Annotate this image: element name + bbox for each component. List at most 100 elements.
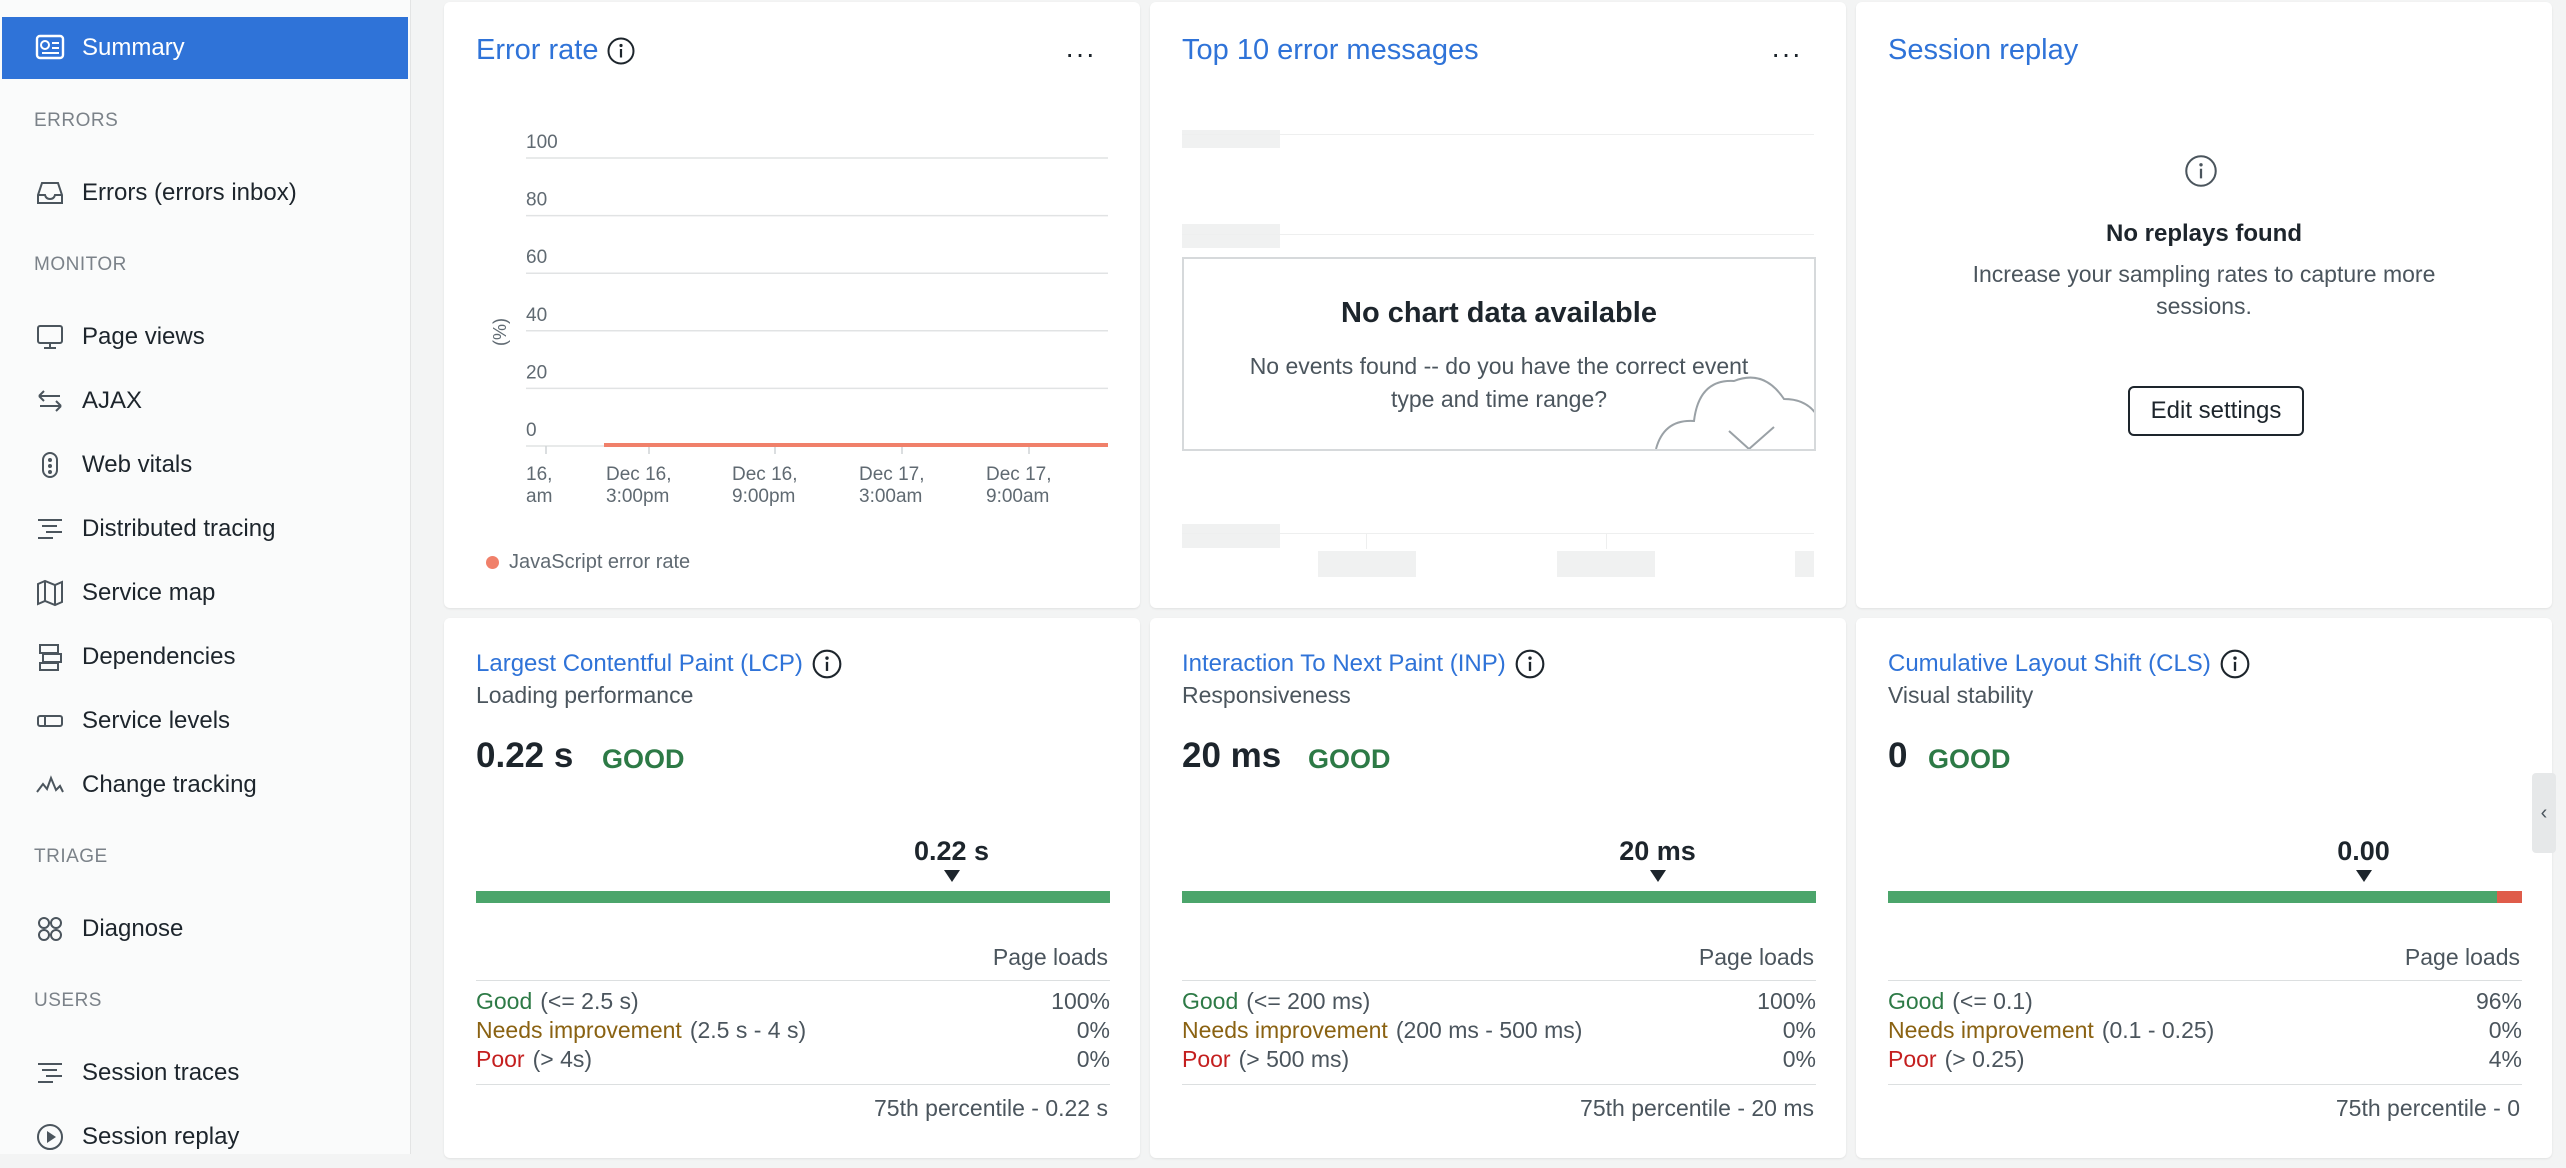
marker-label: 0.22 s (913, 836, 990, 866)
sidebar-item-ajax[interactable]: AJAX (2, 370, 408, 432)
sidebar-item-label: Distributed tracing (82, 515, 276, 542)
bar-segment-good (1182, 891, 1816, 903)
edit-settings-button[interactable]: Edit settings (2128, 386, 2304, 436)
skeleton-bar (1182, 224, 1280, 248)
sidebar-item-service-levels[interactable]: Service levels (2, 690, 408, 752)
rating-pct: 96% (2475, 988, 2522, 1014)
page-loads-header: Page loads (2404, 944, 2520, 970)
bar-segment-good (476, 891, 1110, 903)
vital-subtitle: Loading performance (476, 682, 694, 708)
bar-segment-good (1888, 891, 2497, 903)
info-icon (2185, 155, 2217, 187)
percentile-text: 75th percentile - 20 ms (1580, 1095, 1814, 1121)
info-icon[interactable] (1514, 648, 1546, 680)
y-tick-label: 60 (526, 247, 547, 268)
sidebar-item-errors-inbox[interactable]: Errors (errors inbox) (2, 162, 408, 224)
x-tick-label: Dec 16, (606, 464, 671, 485)
skeleton-line (1182, 134, 1814, 135)
collapse-handle[interactable]: ‹ (2532, 773, 2556, 853)
y-tick-label: 80 (526, 190, 547, 211)
rating-pct: 4% (2488, 1046, 2522, 1072)
marker-triangle-icon (943, 870, 960, 882)
error-rate-title[interactable]: Error rate (476, 34, 599, 66)
y-tick-label: 0 (526, 420, 537, 441)
rating-range: (2.5 s - 4 s) (689, 1017, 807, 1043)
sidebar-item-summary[interactable]: Summary (2, 17, 408, 79)
monitor-icon (34, 321, 66, 353)
vital-subtitle: Visual stability (1888, 682, 2034, 708)
vital-value: 20 ms (1182, 736, 1282, 775)
more-options-icon[interactable]: ··· (1771, 38, 1802, 69)
sidebar-item-web-vitals[interactable]: Web vitals (2, 434, 408, 496)
sidebar-item-page-views[interactable]: Page views (2, 306, 408, 368)
sidebar-item-session-traces[interactable]: Session traces (2, 1042, 408, 1104)
sidebar-item-diagnose[interactable]: Diagnose (2, 898, 408, 960)
divider (476, 980, 1110, 981)
sidebar-item-label: Session traces (82, 1059, 240, 1086)
skeleton-bar (1182, 524, 1280, 548)
cloud-icon (1655, 376, 1814, 449)
rating-range: (<= 2.5 s) (540, 988, 639, 1014)
session-replay-title[interactable]: Session replay (1888, 34, 2079, 66)
summary-icon (34, 32, 66, 64)
rating-range: (> 500 ms) (1238, 1046, 1350, 1072)
rating-row-good: Good (<= 200 ms) 100% (1182, 988, 1816, 1015)
vital-title[interactable]: Interaction To Next Paint (INP) (1182, 650, 1506, 677)
session-traces-icon (34, 1057, 66, 1089)
vital-title[interactable]: Cumulative Layout Shift (CLS) (1888, 650, 2211, 677)
empty-state-title: No chart data available (1341, 297, 1657, 329)
y-axis-label: (%) (490, 318, 510, 346)
x-tick-label: 3:00pm (606, 486, 669, 507)
x-tick-label: Dec 17, (859, 464, 924, 485)
lcp-card: Largest Contentful Paint (LCP) Loading p… (444, 618, 1140, 1158)
sidebar-item-session-replay[interactable]: Session replay (2, 1106, 408, 1168)
rating-label: Poor (1182, 1046, 1231, 1072)
dependencies-icon (34, 641, 66, 673)
vital-title[interactable]: Largest Contentful Paint (LCP) (476, 650, 803, 677)
rating-pct: 0% (1076, 1017, 1110, 1043)
rating-label: Good (1182, 988, 1239, 1014)
sidebar-item-label: AJAX (82, 387, 143, 414)
inp-card: Interaction To Next Paint (INP) Responsi… (1150, 618, 1846, 1158)
marker-label: 0.00 (2337, 836, 2390, 866)
skeleton-line (1182, 533, 1814, 534)
sidebar-item-dependencies[interactable]: Dependencies (2, 626, 408, 688)
top-errors-title[interactable]: Top 10 error messages (1182, 34, 1479, 66)
rating-pct: 0% (1782, 1017, 1816, 1043)
info-icon[interactable] (811, 648, 843, 680)
x-tick-label: 16, (526, 464, 552, 485)
web-vitals-icon (34, 449, 66, 481)
vital-rating-badge: GOOD (1308, 744, 1391, 774)
skeleton-tick (1606, 533, 1607, 549)
x-tick-label: Dec 16, (732, 464, 797, 485)
distribution-bar (1182, 891, 1816, 903)
sidebar-item-service-map[interactable]: Service map (2, 562, 408, 624)
sidebar-item-distributed-tracing[interactable]: Distributed tracing (2, 498, 408, 560)
x-tick-label: 9:00pm (732, 486, 795, 507)
sidebar-item-label: Diagnose (82, 915, 184, 942)
rating-row-poor: Poor (> 500 ms) 0% (1182, 1046, 1816, 1073)
section-monitor: MONITOR (34, 254, 127, 275)
info-icon[interactable] (606, 36, 636, 66)
info-icon[interactable] (2219, 648, 2251, 680)
rating-pct: 0% (1782, 1046, 1816, 1072)
sidebar-item-label: Web vitals (82, 451, 193, 478)
percentile-text: 75th percentile - 0.22 s (874, 1095, 1108, 1121)
rating-label: Good (476, 988, 533, 1014)
service-levels-icon (34, 705, 66, 737)
y-tick-label: 20 (526, 362, 547, 383)
x-tick-label: 9:00am (986, 486, 1049, 507)
rating-range: (<= 0.1) (1952, 988, 2033, 1014)
marker-triangle-icon (1649, 870, 1666, 882)
sidebar-item-label: Change tracking (82, 771, 257, 798)
sidebar-item-label: Service map (82, 579, 216, 606)
map-icon (34, 577, 66, 609)
sidebar-item-change-tracking[interactable]: Change tracking (2, 754, 408, 816)
divider (1888, 980, 2522, 981)
sidebar-item-label: Service levels (82, 707, 231, 734)
arrows-exchange-icon (34, 385, 66, 417)
more-options-icon[interactable]: ··· (1065, 38, 1096, 69)
vital-value: 0 (1888, 736, 1908, 775)
rating-row-needs-improvement: Needs improvement (2.5 s - 4 s) 0% (476, 1017, 1110, 1044)
tracing-icon (34, 513, 66, 545)
